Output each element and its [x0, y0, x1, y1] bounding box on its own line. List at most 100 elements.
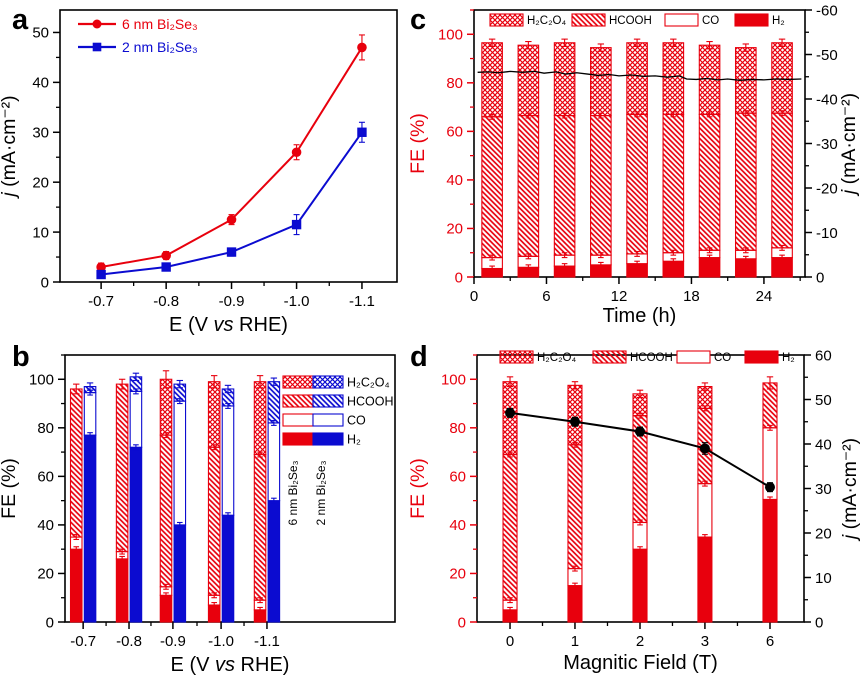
svg-text:-0.9: -0.9: [160, 633, 186, 650]
svg-text:6 nm Bi₂Se₃: 6 nm Bi₂Se₃: [122, 16, 198, 32]
svg-text:CO: CO: [702, 15, 719, 27]
svg-text:100: 100: [29, 372, 54, 389]
svg-text:-1.0: -1.0: [284, 293, 310, 310]
svg-text:-60: -60: [816, 2, 838, 19]
svg-text:0: 0: [458, 614, 466, 631]
svg-text:100: 100: [441, 372, 466, 389]
legend-a: 6 nm Bi₂Se₃ 2 nm Bi₂Se₃: [78, 16, 198, 55]
svg-text:H₂C₂O₄: H₂C₂O₄: [537, 352, 576, 364]
svg-text:10: 10: [32, 224, 49, 241]
svg-text:-1.1: -1.1: [254, 633, 280, 650]
svg-text:80: 80: [449, 420, 466, 437]
legend-d: H₂C₂O₄ HCOOH CO H₂: [499, 350, 795, 364]
svg-text:60: 60: [446, 124, 463, 141]
svg-text:0: 0: [815, 614, 823, 631]
svg-text:0: 0: [470, 288, 478, 305]
line-series-a: [96, 34, 367, 280]
svg-text:30: 30: [815, 481, 832, 498]
panel-letter-b: b: [12, 341, 30, 373]
svg-text:18: 18: [683, 288, 700, 305]
axes-a: 0 10 20 30 40 50 -0.7 -0.8 -0.9 -1.0 -1.1: [32, 9, 398, 310]
svg-text:40: 40: [815, 436, 832, 453]
svg-text:Magnitic Field (T): Magnitic Field (T): [563, 652, 717, 674]
svg-text:60: 60: [37, 469, 54, 486]
svg-text:100: 100: [438, 27, 463, 44]
bars-b: [69, 370, 281, 623]
svg-text:12: 12: [611, 288, 628, 305]
svg-text:50: 50: [32, 25, 49, 42]
svg-text:40: 40: [446, 172, 463, 189]
svg-text:H₂: H₂: [347, 432, 361, 446]
svg-text:CO: CO: [347, 413, 366, 427]
svg-text:30: 30: [32, 125, 49, 142]
svg-text:6: 6: [542, 288, 550, 305]
svg-text:0: 0: [46, 614, 54, 631]
svg-text:FE (%): FE (%): [0, 458, 20, 519]
svg-text:-40: -40: [816, 91, 838, 108]
svg-text:H₂C₂O₄: H₂C₂O₄: [527, 15, 566, 27]
legend-c: H₂C₂O₄ HCOOH CO H₂: [489, 13, 785, 27]
svg-text:FE (%): FE (%): [407, 113, 429, 174]
bars-d: [502, 376, 778, 623]
svg-text:-30: -30: [816, 136, 838, 153]
panel-b-plot: 0 20 40 60 80 100 -0.7 -0.8 -0.9 -1.0 -1.1 E (V vs …: [0, 354, 396, 675]
current-line-c: [477, 70, 802, 81]
svg-text:2 nm Bi₂Se₃: 2 nm Bi₂Se₃: [314, 460, 328, 525]
svg-text:80: 80: [37, 420, 54, 437]
panel-letter-d: d: [410, 341, 428, 373]
svg-text:10: 10: [815, 570, 832, 587]
svg-text:40: 40: [449, 517, 466, 534]
svg-text:HCOOH: HCOOH: [609, 15, 652, 27]
svg-text:2 nm Bi₂Se₃: 2 nm Bi₂Se₃: [122, 39, 198, 55]
panel-letter-a: a: [12, 4, 29, 36]
svg-text:-0.9: -0.9: [219, 293, 245, 310]
svg-text:0: 0: [506, 633, 514, 650]
svg-text:E (V vs RHE): E (V vs RHE): [169, 314, 288, 336]
svg-text:Time (h): Time (h): [603, 305, 677, 327]
svg-text:H₂: H₂: [782, 352, 795, 364]
svg-text:-0.8: -0.8: [116, 633, 142, 650]
svg-text:20: 20: [37, 566, 54, 583]
svg-text:60: 60: [449, 469, 466, 486]
svg-text:0: 0: [816, 269, 824, 286]
svg-text:-0.7: -0.7: [70, 633, 96, 650]
svg-text:0: 0: [455, 269, 463, 286]
panel-a-plot: 0 10 20 30 40 50 -0.7 -0.8 -0.9 -1.0 -1.1 E (V vs R…: [0, 9, 398, 336]
legend-b: H₂C₂O₄ HCOOH CO H₂ 6 nm Bi₂Se₃ 2 nm Bi₂Se₃: [282, 375, 394, 525]
svg-text:H₂: H₂: [772, 15, 785, 27]
svg-text:-1.0: -1.0: [208, 633, 234, 650]
svg-text:HCOOH: HCOOH: [630, 352, 673, 364]
svg-text:CO: CO: [714, 352, 731, 364]
svg-text:-1.1: -1.1: [349, 293, 375, 310]
svg-text:50: 50: [815, 392, 832, 409]
svg-text:20: 20: [815, 525, 832, 542]
svg-text:24: 24: [756, 288, 773, 305]
svg-text:0: 0: [41, 274, 49, 291]
svg-text:j (mA·cm⁻²): j (mA·cm⁻²): [0, 95, 20, 199]
svg-text:-10: -10: [816, 225, 838, 242]
svg-text:20: 20: [449, 566, 466, 583]
panel-letter-c: c: [410, 4, 427, 36]
svg-text:H₂C₂O₄: H₂C₂O₄: [347, 375, 390, 389]
svg-text:6 nm Bi₂Se₃: 6 nm Bi₂Se₃: [286, 460, 300, 525]
svg-text:-20: -20: [816, 180, 838, 197]
svg-text:60: 60: [815, 347, 832, 364]
svg-text:20: 20: [32, 174, 49, 191]
svg-text:6: 6: [766, 633, 774, 650]
svg-text:E (V vs RHE): E (V vs RHE): [171, 654, 290, 675]
svg-text:-0.7: -0.7: [88, 293, 114, 310]
svg-text:3: 3: [701, 633, 709, 650]
panel-c-plot: 0 20 40 60 80 100 0 6 12 18 24 0 -10 -20 -30 -40 -50 -60 T…: [407, 2, 860, 327]
svg-text:2: 2: [636, 633, 644, 650]
svg-text:-50: -50: [816, 47, 838, 64]
current-line-d: [505, 407, 775, 493]
svg-text:j (mA·cm⁻²): j (mA·cm⁻²): [839, 438, 861, 542]
svg-text:HCOOH: HCOOH: [347, 394, 394, 408]
bars-c: [481, 38, 793, 278]
svg-text:j (mA·cm⁻²): j (mA·cm⁻²): [838, 93, 860, 197]
svg-text:40: 40: [32, 75, 49, 92]
svg-text:1: 1: [571, 633, 579, 650]
axes-c: 0 20 40 60 80 100 0 6 12 18 24 0 -10 -20 -30 -40 -50 -60: [438, 2, 838, 305]
